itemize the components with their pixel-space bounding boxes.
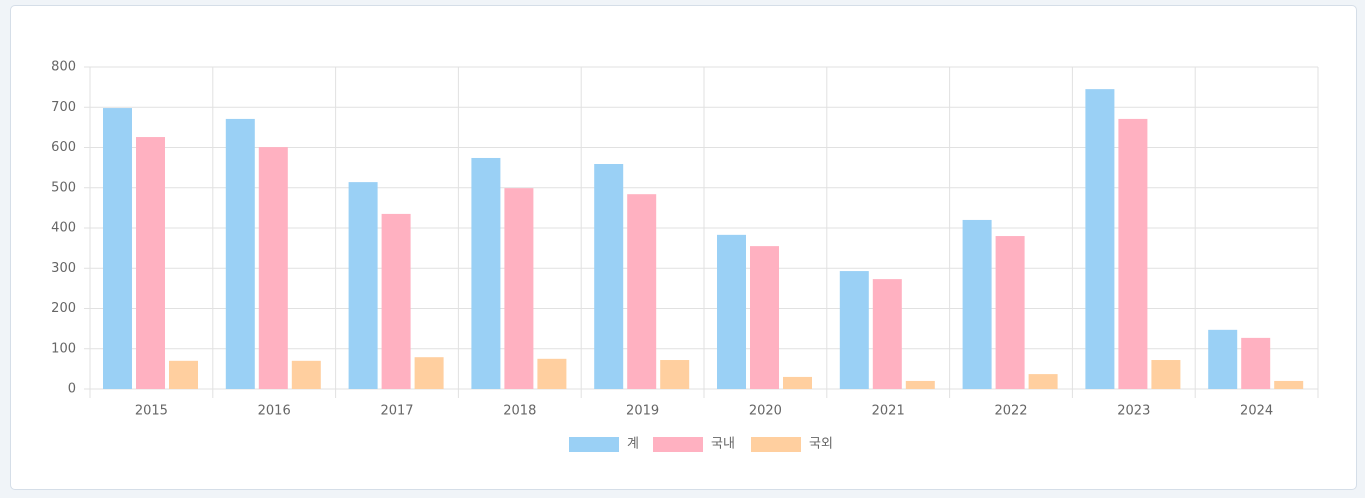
bar	[1241, 337, 1271, 389]
legend-label: 국외	[809, 437, 833, 452]
bar	[414, 357, 444, 389]
x-tick-label: 2019	[626, 404, 659, 419]
bar	[783, 376, 812, 389]
bar	[348, 182, 378, 389]
bar	[750, 246, 779, 389]
x-tick-label: 2015	[135, 404, 168, 419]
y-tick-label: 700	[51, 100, 76, 115]
legend-swatch	[653, 437, 703, 452]
legend-swatch	[751, 437, 801, 452]
bar	[962, 219, 992, 389]
x-tick-label: 2023	[1117, 404, 1150, 419]
bar	[504, 188, 534, 389]
bar	[660, 360, 690, 389]
x-tick-label: 2021	[872, 404, 905, 419]
bar	[872, 279, 902, 389]
y-tick-label: 800	[51, 60, 76, 75]
x-tick-label: 2020	[749, 404, 782, 419]
bar	[1118, 118, 1148, 390]
y-tick-label: 400	[51, 221, 76, 236]
bar	[1028, 374, 1058, 389]
bar	[839, 271, 869, 389]
x-tick-label: 2022	[994, 404, 1027, 419]
y-tick-label: 100	[51, 341, 76, 356]
bar	[291, 360, 321, 389]
y-tick-label: 600	[51, 140, 76, 155]
bar	[381, 213, 411, 389]
x-tick-label: 2018	[503, 404, 536, 419]
y-tick-label: 500	[51, 180, 76, 195]
bar	[225, 118, 255, 390]
legend-label: 국내	[711, 437, 735, 452]
bar	[717, 234, 746, 389]
bar	[995, 236, 1025, 389]
bar	[136, 137, 165, 389]
bar	[258, 147, 288, 389]
bar	[169, 360, 198, 389]
y-tick-label: 300	[51, 261, 76, 276]
bar	[103, 108, 132, 390]
bar	[1274, 380, 1304, 389]
legend-swatch	[569, 437, 619, 452]
bar	[471, 157, 501, 389]
y-tick-label: 200	[51, 301, 76, 316]
bar	[537, 358, 567, 389]
x-tick-label: 2017	[380, 404, 413, 419]
x-tick-label: 2024	[1240, 404, 1273, 419]
legend-label: 계	[627, 437, 639, 452]
bar	[627, 194, 657, 389]
x-tick-label: 2016	[258, 404, 291, 419]
y-tick-label: 0	[68, 382, 76, 397]
bar	[1085, 89, 1115, 389]
bar	[1208, 329, 1238, 389]
bar	[594, 164, 624, 389]
bar	[1151, 360, 1181, 389]
bar	[905, 380, 935, 389]
